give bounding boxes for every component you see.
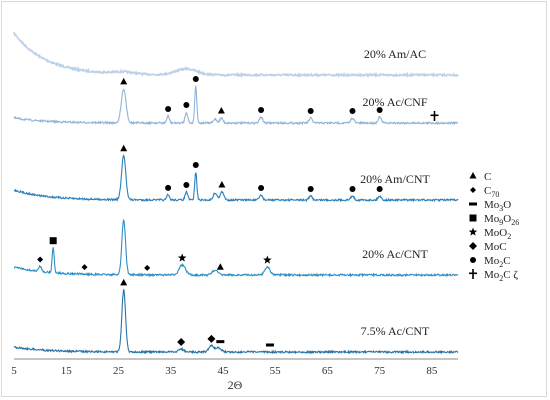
- x-tick-label: 55: [270, 365, 282, 377]
- x-tick-label: 85: [426, 365, 438, 377]
- peak-marker: [144, 264, 151, 271]
- legend-label: Mo2C: [484, 255, 511, 269]
- peak-marker: [216, 263, 224, 270]
- peak-marker: [81, 264, 88, 271]
- peak-marker: [430, 110, 439, 121]
- peak-marker: [349, 107, 356, 114]
- series-trace: [13, 31, 459, 79]
- legend-symbol: [469, 269, 477, 279]
- x-tick-label: 45: [217, 365, 229, 377]
- legend-label: Mo2C ζ: [484, 269, 518, 283]
- peak-marker: [120, 278, 128, 286]
- legend-label: C70: [484, 185, 499, 199]
- peak-marker: [258, 184, 265, 191]
- peak-marker: [165, 184, 172, 191]
- series-label: 20% Ac/CNT: [362, 247, 428, 261]
- peak-marker: [258, 106, 265, 113]
- peak-marker: [183, 181, 190, 188]
- x-tick-label: 5: [11, 365, 17, 377]
- x-tick-label: 75: [374, 365, 386, 377]
- series-label: 20% Am/AC: [364, 47, 426, 61]
- peak-marker: [265, 343, 274, 347]
- peak-marker: [217, 106, 225, 114]
- peak-marker: [49, 237, 57, 245]
- peak-marker: [120, 144, 128, 152]
- peak-marker: [192, 75, 199, 82]
- series-label: 20% Am/CNT: [360, 172, 430, 186]
- peak-marker: [37, 256, 44, 263]
- peak-marker: [165, 105, 172, 112]
- legend-symbol: [470, 187, 476, 193]
- legend-symbol: [470, 257, 476, 263]
- legend-label: MoC: [484, 241, 507, 253]
- peak-marker: [307, 107, 314, 114]
- x-tick-label: 35: [165, 365, 177, 377]
- legend-symbol: [469, 172, 477, 179]
- markers-group: [37, 75, 439, 347]
- legend-label: Mo3O: [484, 199, 511, 213]
- series-trace: [14, 154, 459, 203]
- peak-marker: [376, 185, 383, 192]
- series-trace: [13, 289, 459, 355]
- legend-symbol: [469, 202, 477, 206]
- peak-marker: [120, 77, 128, 85]
- x-axis-title: 2Θ: [228, 378, 243, 392]
- peak-marker: [207, 334, 216, 343]
- peak-marker: [177, 337, 186, 346]
- legend-symbol: [469, 214, 477, 222]
- series-label: 20% Ac/CNF: [362, 95, 427, 109]
- peak-marker: [263, 255, 272, 264]
- legend-label: MoO2: [484, 227, 511, 241]
- peak-marker: [216, 340, 225, 344]
- peak-marker: [177, 253, 187, 262]
- series-labels-group: 20% Am/AC 20% Ac/CNF 20% Am/CNT 20% Ac/CNT 7…: [360, 47, 430, 338]
- series-trace: [13, 218, 459, 278]
- legend-symbol: [468, 227, 478, 236]
- x-tick-label: 15: [61, 365, 73, 377]
- series-trace: [13, 85, 459, 126]
- peak-marker: [192, 161, 199, 168]
- peak-marker: [349, 185, 356, 192]
- peak-marker: [218, 180, 226, 188]
- peak-marker: [183, 101, 190, 108]
- x-tick-label: 25: [113, 365, 125, 377]
- traces-group: [13, 31, 459, 355]
- x-tick-labels: 5 15 25 35 45 55 65 75 85: [11, 365, 438, 377]
- x-tick-label: 65: [322, 365, 334, 377]
- legend-label: C: [484, 171, 491, 183]
- legend-symbol: [469, 242, 477, 250]
- series-label: 7.5% Ac/CNT: [361, 324, 430, 338]
- peak-marker: [376, 106, 383, 113]
- peak-marker: [307, 185, 314, 192]
- legend-label: Mo9O26: [484, 213, 519, 227]
